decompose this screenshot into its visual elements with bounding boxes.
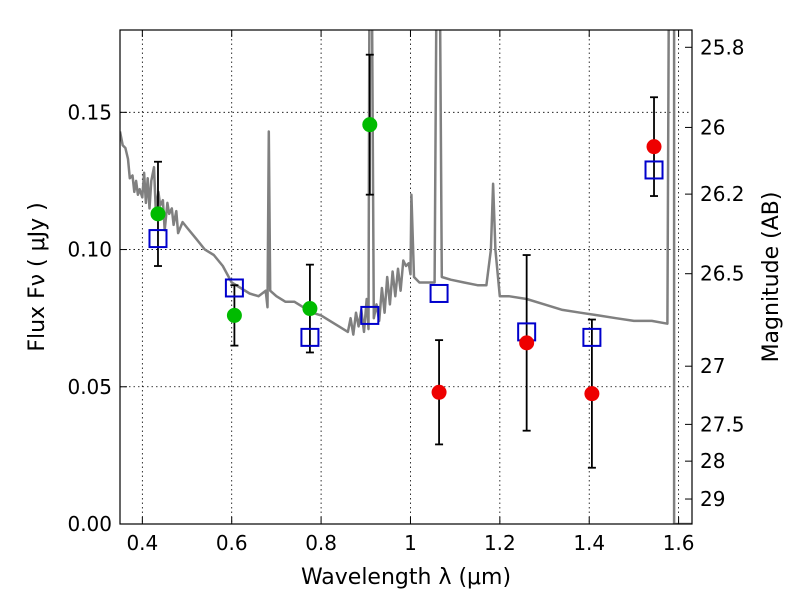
model-square-point xyxy=(224,278,244,298)
magnitude-tick-label: 28 xyxy=(700,449,725,473)
data-point xyxy=(646,139,662,155)
data-markers xyxy=(148,117,664,402)
data-point xyxy=(302,301,318,317)
y-axis: 0.00 0.05 0.10 0.15 xyxy=(67,100,127,536)
x-tick-label: 1.4 xyxy=(573,531,605,555)
magnitude-tick-label: 27.5 xyxy=(700,412,745,436)
data-point xyxy=(226,307,242,323)
model-square-point xyxy=(300,327,320,347)
x-tick-label: 0.6 xyxy=(216,531,248,555)
y-tick-label: 0.00 xyxy=(67,512,112,536)
model-square-point xyxy=(429,283,449,303)
magnitude-axis-label: Magnitude (AB) xyxy=(759,192,784,363)
x-axis-label: Wavelength λ (μm) xyxy=(301,565,511,590)
x-tick-label: 0.4 xyxy=(126,531,158,555)
model-square-point xyxy=(644,160,664,180)
magnitude-tick-label: 26.5 xyxy=(700,262,745,286)
model-square-point xyxy=(148,229,168,249)
data-point xyxy=(584,386,600,402)
magnitude-tick-label: 25.8 xyxy=(700,35,745,59)
plot-background xyxy=(120,30,692,524)
data-point xyxy=(362,117,378,133)
magnitude-tick-label: 26 xyxy=(700,115,725,139)
magnitude-axis: 25.8 26 26.2 26.5 27 27.5 28 29 xyxy=(685,35,745,511)
y-tick-label: 0.15 xyxy=(67,100,112,124)
x-axis: 0.4 0.6 0.8 1 1.2 1.4 1.6 xyxy=(126,30,695,555)
x-tick-label: 1.2 xyxy=(484,531,516,555)
model-square-point xyxy=(360,305,380,325)
plot-frame xyxy=(119,29,693,525)
x-tick-label: 1.6 xyxy=(663,531,695,555)
magnitude-tick-label: 26.2 xyxy=(700,182,745,206)
data-point xyxy=(519,335,535,351)
y-tick-label: 0.05 xyxy=(67,375,112,399)
x-tick-label: 0.8 xyxy=(305,531,337,555)
magnitude-tick-label: 27 xyxy=(700,354,725,378)
x-tick-label: 1 xyxy=(404,531,417,555)
model-square-point xyxy=(582,327,602,347)
magnitude-tick-label: 29 xyxy=(700,487,725,511)
y-axis-label: Flux Fν ( μJy ) xyxy=(25,202,50,351)
data-point xyxy=(431,384,447,400)
y-tick-label: 0.10 xyxy=(67,238,112,262)
data-point xyxy=(150,206,166,222)
